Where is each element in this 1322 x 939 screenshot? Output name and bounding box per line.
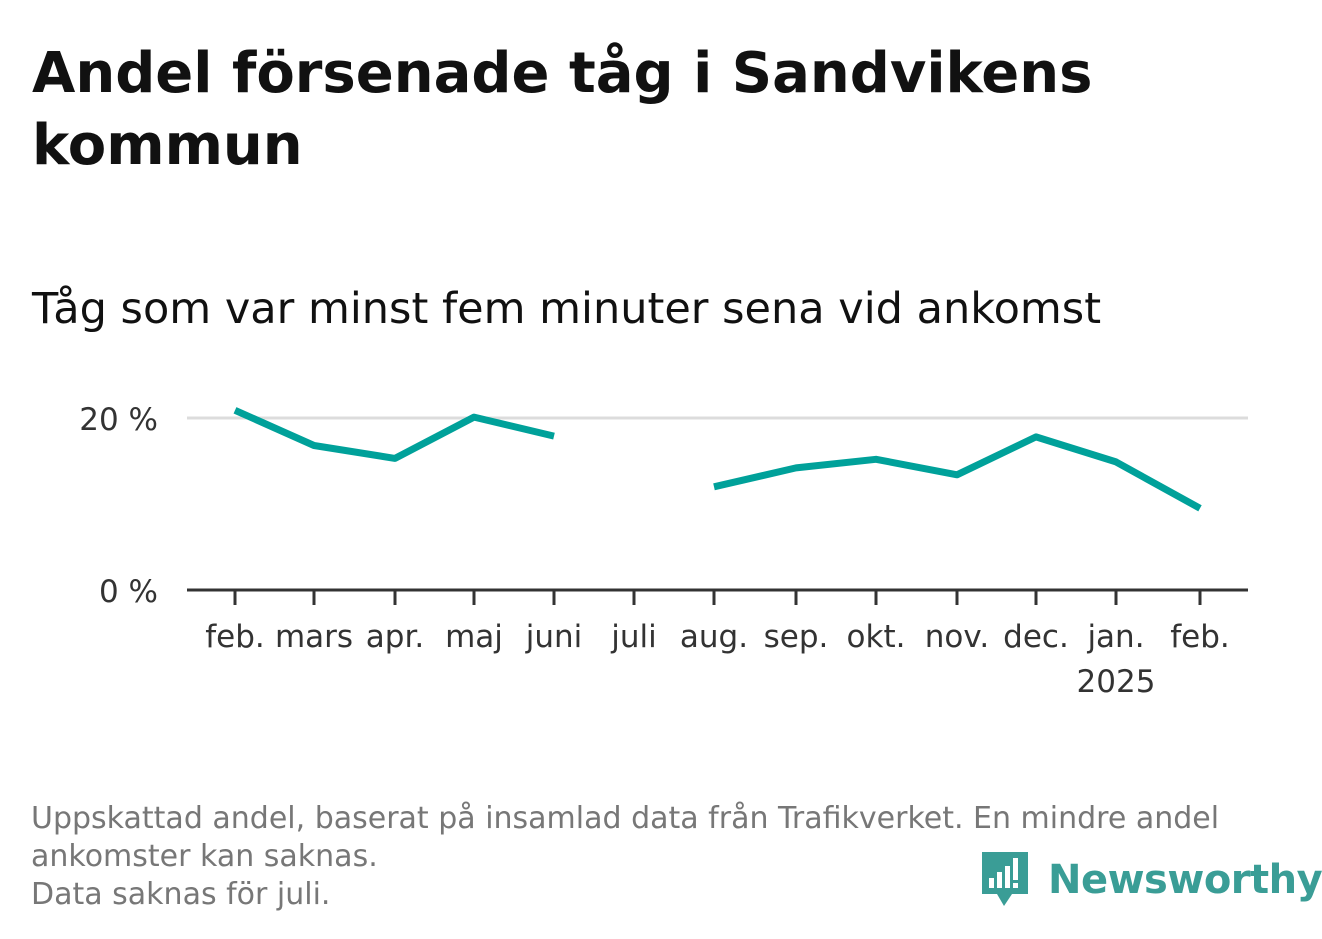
footnote-line: Data saknas för juli. (31, 877, 331, 912)
chart-footnote: Uppskattad andel, baserat på insamlad da… (31, 800, 1281, 914)
x-year-label: 2025 (1077, 664, 1156, 700)
x-tick-label: juli (610, 619, 657, 655)
x-tick-label: apr. (366, 619, 424, 655)
x-tick-label: feb. (205, 619, 265, 655)
x-tick-label: feb. (1170, 619, 1230, 655)
series-line-segment (233, 407, 555, 462)
chart-title: Andel försenade tåg i Sandvikens kommun (32, 41, 1093, 178)
series-line-segment (713, 433, 1202, 512)
x-tick-label: nov. (925, 619, 989, 655)
y-tick-label: 0 % (99, 574, 158, 610)
x-tick-label: juni (525, 619, 583, 655)
brand-logo: Newsworthy (980, 850, 1322, 910)
footnote-line: ankomster kan saknas. (31, 839, 378, 874)
footnote-line: Uppskattad andel, baserat på insamlad da… (31, 801, 1220, 836)
x-tick-label: mars (275, 619, 353, 655)
x-tick-label: aug. (680, 619, 748, 655)
x-tick-label: sep. (764, 619, 829, 655)
chart-subtitle: Tåg som var minst fem minuter sena vid a… (32, 284, 1102, 334)
y-tick-label: 20 % (79, 402, 158, 438)
line-chart: 0 % 20 % feb. mars apr. maj juni juli aug. sep. ok… (79, 402, 1248, 700)
x-tick-label: jan. (1086, 619, 1144, 655)
x-tick-label: okt. (847, 619, 906, 655)
newsworthy-logo-icon (982, 852, 1028, 906)
x-tick-label: maj (445, 619, 503, 655)
x-tick-label: dec. (1003, 619, 1069, 655)
brand-name: Newsworthy (1048, 857, 1322, 903)
